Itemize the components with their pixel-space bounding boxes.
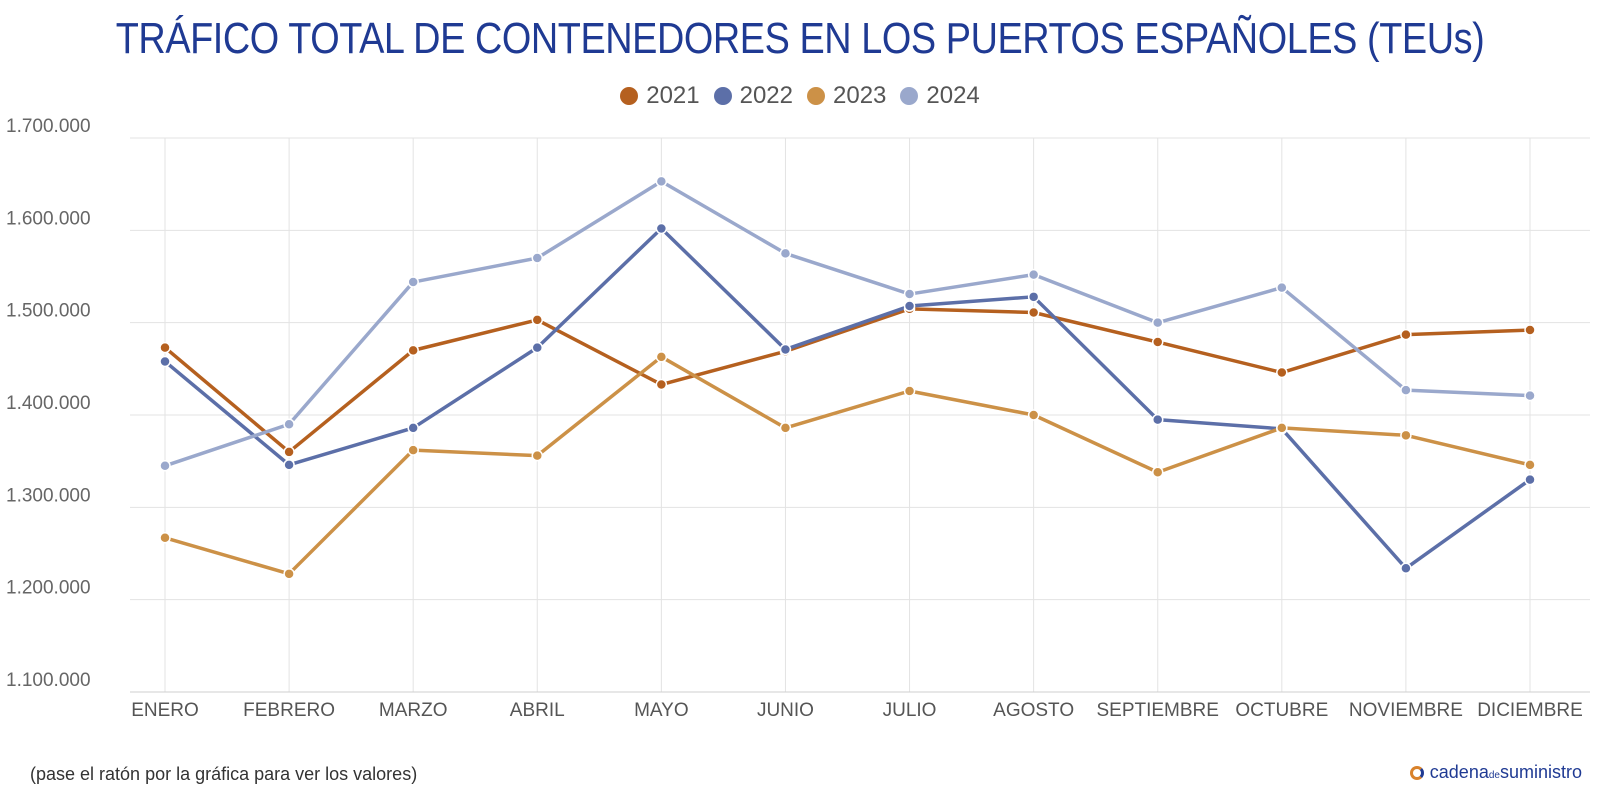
- data-point-2023[interactable]: [407, 444, 419, 456]
- data-point-2023[interactable]: [1151, 466, 1164, 478]
- data-point-2021[interactable]: [531, 314, 544, 326]
- x-tick-label: OCTUBRE: [1235, 700, 1328, 721]
- y-tick-label: 1.600.000: [6, 208, 91, 229]
- legend-item-2024[interactable]: 2024: [900, 82, 980, 110]
- data-point-2023[interactable]: [655, 351, 668, 363]
- legend-marker: [713, 87, 732, 105]
- y-tick-label: 1.500.000: [6, 301, 91, 322]
- data-point-2022[interactable]: [903, 300, 916, 312]
- data-point-2024[interactable]: [1524, 389, 1536, 402]
- legend-label: 2021: [646, 82, 700, 109]
- data-point-2023[interactable]: [903, 385, 916, 397]
- data-point-2021[interactable]: [1524, 324, 1536, 336]
- data-point-2022[interactable]: [1027, 291, 1040, 303]
- data-point-2023[interactable]: [1276, 422, 1288, 434]
- data-point-2022[interactable]: [283, 459, 295, 471]
- data-point-2024[interactable]: [1151, 316, 1164, 329]
- data-point-2024[interactable]: [159, 460, 171, 472]
- data-point-2021[interactable]: [655, 378, 668, 391]
- data-point-2022[interactable]: [1400, 562, 1412, 575]
- data-point-2021[interactable]: [1027, 306, 1040, 319]
- x-tick-label: NOVIEMBRE: [1349, 700, 1463, 721]
- data-point-2024[interactable]: [1400, 384, 1412, 396]
- series-line-2021[interactable]: [163, 307, 1532, 454]
- x-tick-label: ABRIL: [510, 700, 565, 721]
- series-line-2023[interactable]: [163, 355, 1532, 576]
- x-tick-label: ENERO: [131, 700, 199, 721]
- data-point-2021[interactable]: [159, 341, 171, 354]
- series-line-2024[interactable]: [163, 179, 1532, 468]
- x-tick-label: JUNIO: [757, 700, 814, 721]
- data-point-2023[interactable]: [531, 449, 544, 462]
- data-point-2023[interactable]: [779, 422, 792, 434]
- brand-logo[interactable]: cadenadesuministro: [1409, 762, 1582, 783]
- series-line-2022[interactable]: [163, 226, 1532, 571]
- legend-label: 2023: [833, 82, 887, 109]
- legend-item-2022[interactable]: 2022: [713, 82, 793, 110]
- data-point-2024[interactable]: [655, 175, 668, 188]
- legend-item-2023[interactable]: 2023: [807, 82, 886, 110]
- data-point-2022[interactable]: [531, 341, 544, 354]
- data-point-2021[interactable]: [1151, 336, 1164, 348]
- legend-label: 2022: [739, 82, 793, 109]
- footnote: (pase el ratón por la gráfica para ver l…: [30, 764, 418, 784]
- y-tick-label: 1.200.000: [6, 578, 91, 599]
- data-point-2023[interactable]: [1400, 429, 1412, 442]
- data-point-2022[interactable]: [1151, 413, 1164, 426]
- data-point-2023[interactable]: [1027, 409, 1040, 421]
- data-point-2024[interactable]: [531, 252, 544, 264]
- data-point-2022[interactable]: [655, 222, 668, 235]
- legend-label: 2024: [926, 82, 980, 109]
- chart-title: TRÁFICO TOTAL DE CONTENEDORES EN LOS PUE…: [115, 14, 1485, 63]
- data-point-2024[interactable]: [779, 247, 792, 260]
- legend-marker: [620, 87, 639, 105]
- y-tick-label: 1.300.000: [6, 485, 91, 506]
- x-tick-label: JULIO: [883, 700, 937, 721]
- brand-icon: [1409, 765, 1424, 780]
- data-point-2024[interactable]: [903, 288, 916, 300]
- data-point-2024[interactable]: [1276, 281, 1288, 294]
- data-point-2024[interactable]: [1027, 268, 1040, 281]
- data-point-2022[interactable]: [779, 343, 792, 356]
- chart-legend: 2021 2022 2023 2024: [0, 82, 1600, 110]
- x-tick-label: AGOSTO: [993, 700, 1074, 721]
- legend-item-2021[interactable]: 2021: [620, 82, 700, 110]
- brand-name: cadenadesuministro: [1429, 762, 1582, 782]
- data-point-2021[interactable]: [407, 344, 419, 357]
- x-tick-label: DICIEMBRE: [1477, 700, 1583, 721]
- x-tick-label: SEPTIEMBRE: [1096, 700, 1218, 721]
- x-tick-label: MARZO: [379, 700, 448, 721]
- data-point-2024[interactable]: [407, 276, 419, 288]
- x-tick-label: FEBRERO: [243, 700, 335, 721]
- data-point-2022[interactable]: [1524, 473, 1536, 486]
- legend-marker: [900, 87, 919, 105]
- y-tick-label: 1.100.000: [6, 670, 91, 691]
- y-tick-label: 1.700.000: [6, 116, 91, 137]
- x-tick-label: MAYO: [634, 700, 689, 721]
- data-point-2021[interactable]: [283, 446, 295, 458]
- data-point-2022[interactable]: [407, 422, 419, 434]
- data-point-2023[interactable]: [159, 532, 171, 544]
- data-point-2021[interactable]: [1276, 366, 1288, 379]
- data-point-2022[interactable]: [159, 355, 171, 368]
- data-point-2023[interactable]: [283, 568, 295, 580]
- y-tick-label: 1.400.000: [6, 393, 91, 414]
- legend-marker: [807, 87, 825, 105]
- data-point-2023[interactable]: [1524, 459, 1536, 471]
- data-point-2024[interactable]: [283, 418, 295, 430]
- data-point-2021[interactable]: [1400, 328, 1412, 341]
